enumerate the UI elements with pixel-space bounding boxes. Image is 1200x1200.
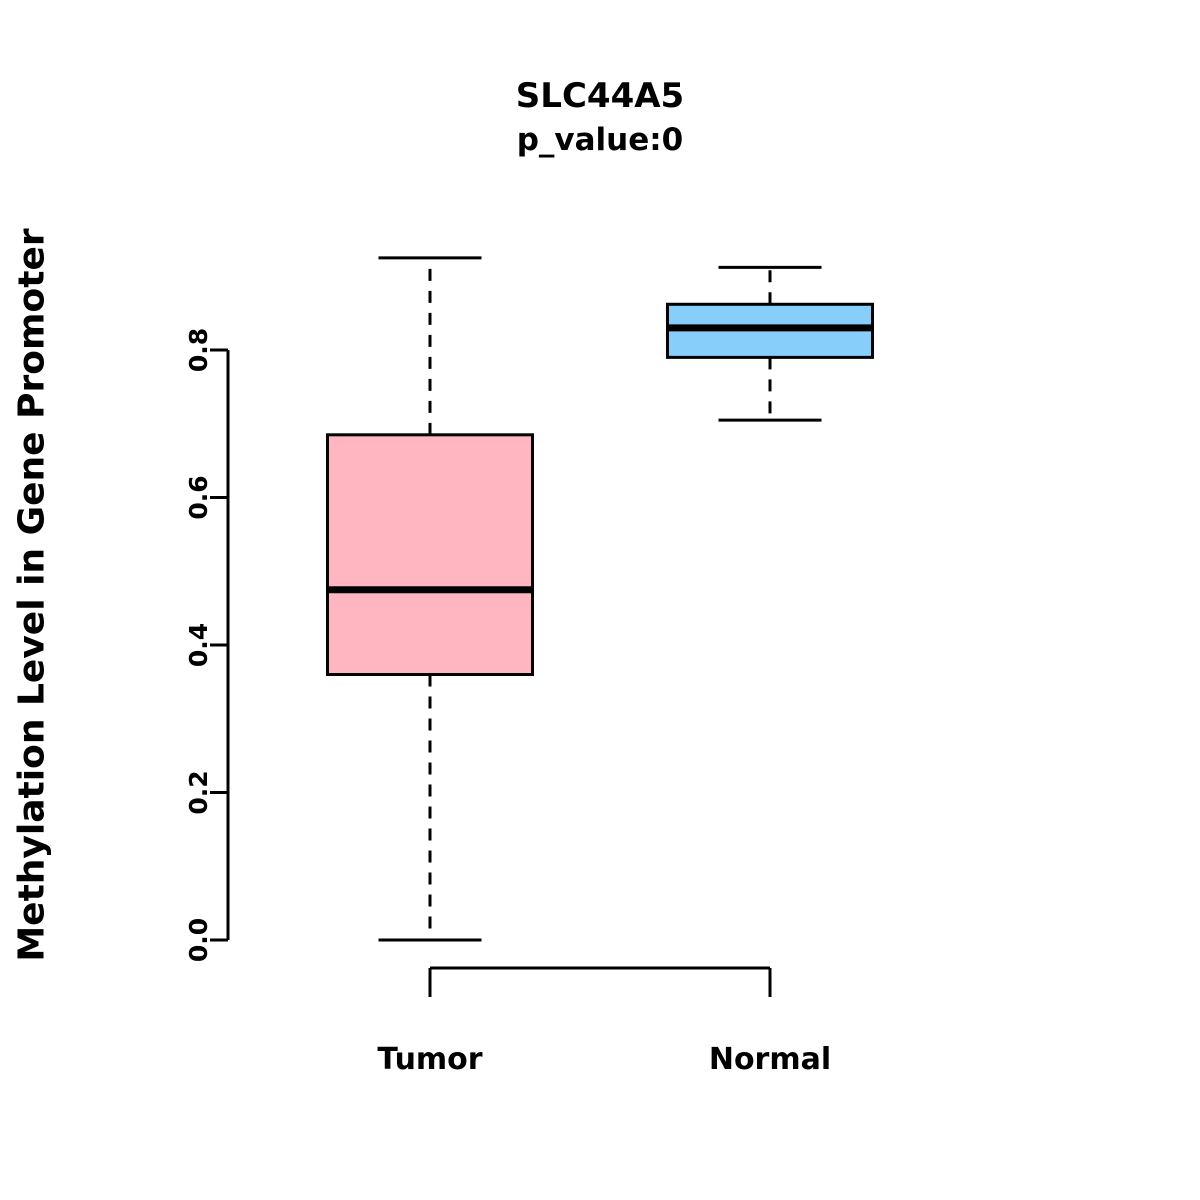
y-axis-tick-label: 0.0 — [184, 918, 213, 962]
y-axis-tick-label: 0.4 — [184, 623, 213, 667]
x-category-label-normal: Normal — [708, 1042, 832, 1077]
box-tumor — [326, 433, 534, 676]
chart-subtitle: p_value:0 — [516, 122, 684, 158]
y-axis-tick-label: 0.6 — [184, 475, 213, 519]
x-category-label-tumor: Tumor — [377, 1042, 483, 1077]
y-axis-tick-label: 0.2 — [184, 770, 213, 814]
y-axis-tick-label: 0.8 — [184, 328, 213, 372]
chart-title: SLC44A5 — [515, 76, 685, 116]
